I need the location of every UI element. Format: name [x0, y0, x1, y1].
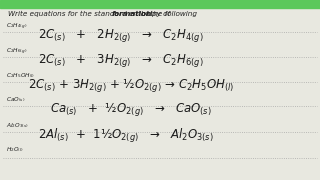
Text: $H_2O_{(l)}$: $H_2O_{(l)}$	[6, 146, 24, 154]
Text: of the following: of the following	[139, 11, 197, 17]
Text: $CaO_{(s)}$: $CaO_{(s)}$	[6, 96, 25, 104]
Bar	[0, 0, 320, 8]
Text: $C_2H_{4(g)}$: $C_2H_{4(g)}$	[6, 22, 28, 32]
Text: 2$C_{(s)}$   +   3$H_{2(g)}$   →   $C_2H_{6(g)}$: 2$C_{(s)}$ + 3$H_{2(g)}$ → $C_2H_{6(g)}$	[38, 52, 204, 69]
Text: $C_2H_{6(g)}$: $C_2H_{6(g)}$	[6, 47, 28, 57]
Text: $Ca_{(s)}$   +  ½$O_{2(g)}$   →   $CaO_{(s)}$: $Ca_{(s)}$ + ½$O_{2(g)}$ → $CaO_{(s)}$	[50, 101, 212, 119]
Text: formation: formation	[112, 11, 152, 17]
Text: 2$C_{(s)}$   +   2$H_{2(g)}$   →   $C_2H_{4(g)}$: 2$C_{(s)}$ + 2$H_{2(g)}$ → $C_2H_{4(g)}$	[38, 27, 204, 44]
Text: 2$Al_{(s)}$  +  1½$O_{2(g)}$   →   $Al_2O_{3(s)}$: 2$Al_{(s)}$ + 1½$O_{2(g)}$ → $Al_2O_{3(s…	[38, 127, 213, 145]
Text: $Al_2O_{3(s)}$: $Al_2O_{3(s)}$	[6, 122, 29, 130]
Text: $C_2H_5OH_{(l)}$: $C_2H_5OH_{(l)}$	[6, 72, 35, 80]
Text: 2$C_{(s)}$ + 3$H_{2(g)}$ + ½$O_{2(g)}$ → $C_2H_5OH_{(l)}$: 2$C_{(s)}$ + 3$H_{2(g)}$ + ½$O_{2(g)}$ →…	[28, 77, 234, 95]
Text: Write equations for the standard enthalpy of: Write equations for the standard enthalp…	[8, 11, 172, 17]
